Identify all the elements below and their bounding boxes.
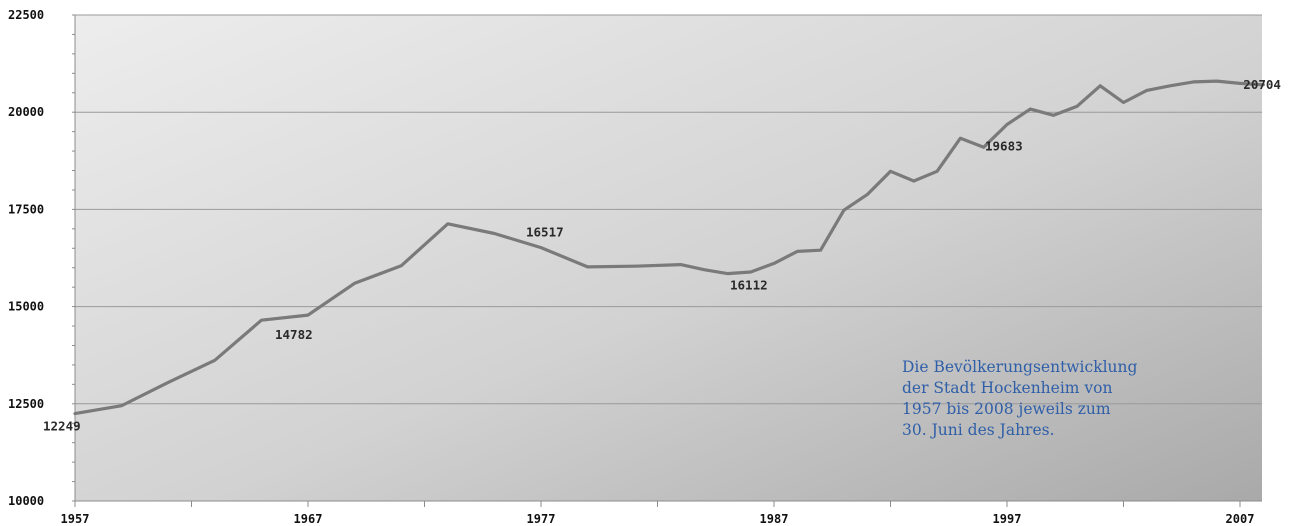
caption-line-2: der Stadt Hockenheim von bbox=[902, 379, 1113, 397]
y-tick-label: 15000 bbox=[8, 300, 44, 314]
x-tick-label: 1987 bbox=[760, 512, 789, 526]
y-tick-label: 20000 bbox=[8, 105, 44, 119]
population-series-line bbox=[73, 79, 1265, 416]
y-tick-label: 17500 bbox=[8, 202, 44, 216]
chart-caption: Die Bevölkerungsentwicklung der Stadt Ho… bbox=[902, 357, 1202, 441]
plot-background bbox=[75, 15, 1262, 501]
caption-line-1: Die Bevölkerungsentwicklung bbox=[902, 358, 1138, 376]
x-tick-label: 1967 bbox=[294, 512, 323, 526]
data-label: 12249 bbox=[43, 419, 81, 434]
caption-line-3: 1957 bis 2008 jeweils zum bbox=[902, 400, 1111, 418]
y-tick-label: 10000 bbox=[8, 494, 44, 508]
x-tick-label: 1997 bbox=[993, 512, 1022, 526]
caption-line-4: 30. Juni des Jahres. bbox=[902, 421, 1055, 439]
x-tick-label: 1957 bbox=[61, 512, 90, 526]
x-tick-label: 1977 bbox=[527, 512, 556, 526]
x-tick-label: 2007 bbox=[1226, 512, 1255, 526]
data-label: 16112 bbox=[730, 277, 768, 292]
y-tick-label: 12500 bbox=[8, 397, 44, 411]
y-tick-label: 22500 bbox=[8, 8, 44, 22]
data-label: 19683 bbox=[985, 139, 1023, 154]
data-label: 20704 bbox=[1243, 77, 1281, 92]
data-label: 16517 bbox=[526, 225, 564, 240]
data-label: 14782 bbox=[275, 327, 313, 342]
